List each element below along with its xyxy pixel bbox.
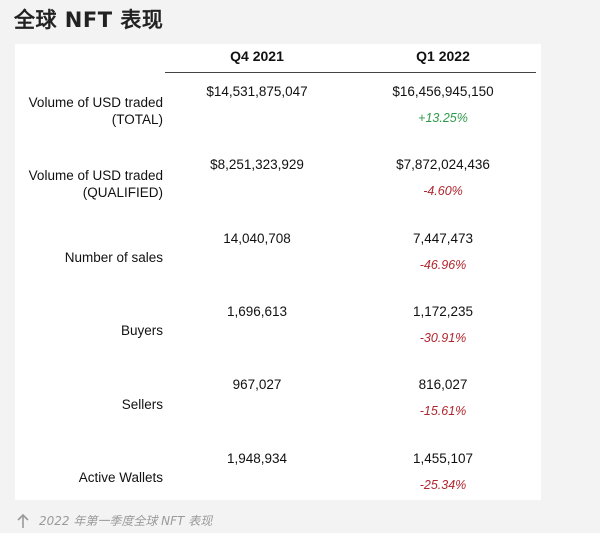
change-sellers: -15.61% [419, 404, 467, 418]
cell-q1-volume-total: $16,456,945,150 [392, 84, 494, 99]
arrow-up-icon [16, 513, 30, 529]
row-label-line: (QUALIFIED) [82, 185, 163, 200]
change-volume-total: +13.25% [418, 111, 468, 125]
row-label-volume-qualified: Volume of USD traded (QUALIFIED) [0, 167, 163, 201]
row-label-line: Number of sales [64, 250, 163, 265]
change-volume-qualified: -4.60% [423, 184, 463, 198]
row-label-line: Buyers [120, 323, 163, 338]
change-buyers: -30.91% [419, 331, 467, 345]
row-label-active-wallets: Active Wallets [0, 469, 163, 486]
cell-q1-volume-qualified: $7,872,024,436 [396, 157, 490, 172]
change-active-wallets: -25.34% [419, 478, 467, 492]
figure-caption: 2022 年第一季度全球 NFT 表现 [16, 512, 212, 529]
change-number-of-sales: -46.96% [419, 258, 467, 272]
row-label-line: Sellers [121, 397, 163, 412]
page-title: 全球 NFT 表现 [14, 8, 164, 32]
row-label-volume-total: Volume of USD traded (TOTAL) [0, 94, 163, 128]
row-label-buyers: Buyers [0, 322, 163, 339]
cell-q1-buyers: 1,172,235 [412, 304, 474, 319]
caption-text: 2022 年第一季度全球 NFT 表现 [39, 514, 213, 528]
stats-table-card [15, 44, 541, 500]
row-label-line: Active Wallets [78, 470, 163, 485]
row-label-line: Volume of USD traded [28, 95, 163, 110]
row-label-sellers: Sellers [0, 396, 163, 413]
column-header-q4-2021: Q4 2021 [230, 48, 284, 64]
cell-q4-sellers: 967,027 [232, 377, 282, 392]
row-label-number-of-sales: Number of sales [0, 249, 163, 266]
cell-q4-volume-qualified: $8,251,323,929 [210, 157, 304, 172]
column-header-q1-2022: Q1 2022 [416, 48, 470, 64]
cell-q1-sellers: 816,027 [418, 377, 468, 392]
header-divider [165, 72, 536, 73]
cell-q4-number-of-sales: 14,040,708 [223, 231, 291, 246]
cell-q1-number-of-sales: 7,447,473 [412, 231, 474, 246]
row-label-line: (TOTAL) [111, 112, 163, 127]
cell-q4-volume-total: $14,531,875,047 [206, 84, 308, 99]
row-label-line: Volume of USD traded [28, 168, 163, 183]
cell-q4-buyers: 1,696,613 [226, 304, 288, 319]
cell-q4-active-wallets: 1,948,934 [226, 451, 288, 466]
cell-q1-active-wallets: 1,455,107 [412, 451, 474, 466]
